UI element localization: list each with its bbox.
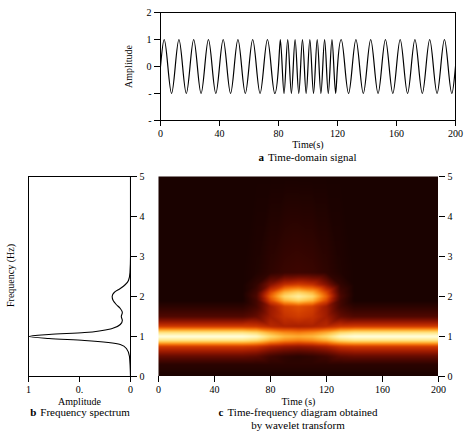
svg-text:2: 2 [147, 7, 152, 18]
svg-text:160: 160 [375, 384, 390, 395]
svg-text:Amplitude: Amplitude [123, 45, 134, 88]
svg-text:1: 1 [147, 34, 152, 45]
svg-text:0: 0 [158, 128, 163, 139]
svg-text:120: 120 [330, 128, 345, 139]
svg-text:120: 120 [319, 384, 334, 395]
svg-text:1: 1 [26, 384, 31, 395]
html-text:Frequency (Hz): Frequency (Hz) [4, 244, 16, 307]
svg-text:-: - [148, 115, 151, 126]
svg-text:40: 40 [210, 384, 220, 395]
html-text:c Time-frequency diagram obtai: c Time-frequency diagram obtained by wav… [218, 406, 378, 431]
svg-text:5: 5 [140, 171, 145, 182]
svg-text:80: 80 [266, 384, 276, 395]
svg-text:Time(s): Time(s) [292, 139, 323, 151]
svg-text:200: 200 [431, 384, 446, 395]
svg-text:80: 80 [274, 128, 284, 139]
svg-text:200: 200 [448, 128, 463, 139]
svg-text:4: 4 [140, 211, 145, 222]
svg-text:3: 3 [140, 251, 145, 262]
svg-text:Amplitude: Amplitude [58, 396, 101, 407]
svg-text:Time (s): Time (s) [282, 396, 316, 408]
html-text:a Time-domain signal: a Time-domain signal [258, 151, 357, 163]
svg-text:0: 0 [156, 384, 161, 395]
svg-text:5: 5 [448, 171, 453, 182]
svg-text:4: 4 [448, 211, 453, 222]
svg-text:40: 40 [215, 128, 225, 139]
svg-text:2: 2 [140, 291, 145, 302]
svg-text:160: 160 [389, 128, 404, 139]
svg-text:3: 3 [448, 251, 453, 262]
html-text:b Frequency spectrum: b Frequency spectrum [30, 406, 130, 418]
svg-text:1: 1 [448, 331, 453, 342]
svg-text:0: 0 [147, 61, 152, 72]
svg-text:1: 1 [140, 331, 145, 342]
svg-text:0.: 0. [76, 384, 84, 395]
svg-text:2: 2 [448, 291, 453, 302]
svg-text:0: 0 [128, 384, 133, 395]
svg-text:-: - [148, 88, 151, 99]
svg-text:0: 0 [140, 371, 145, 382]
svg-text:0: 0 [448, 371, 453, 382]
